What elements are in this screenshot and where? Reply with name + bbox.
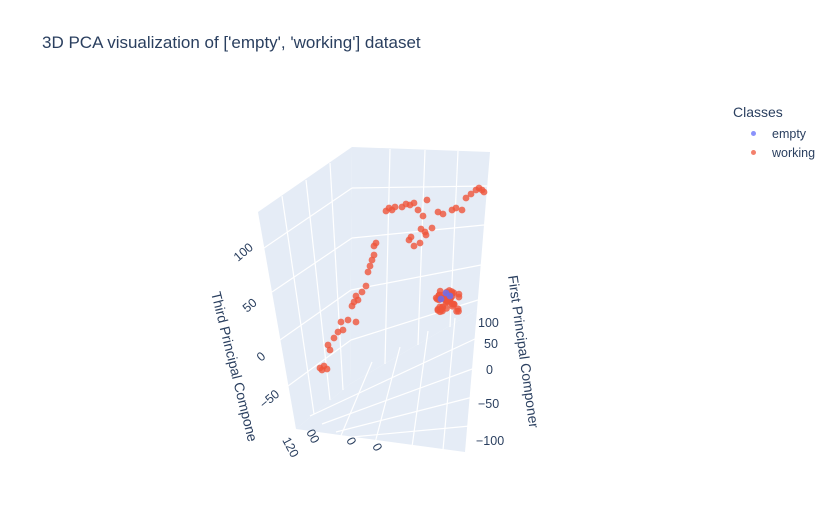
legend-label: empty — [772, 126, 807, 141]
first-tick-label: −100 — [476, 434, 504, 448]
working-point — [449, 302, 456, 310]
working-point — [364, 268, 372, 276]
grid-lines — [263, 148, 488, 451]
legend: Classes empty working — [733, 104, 815, 162]
legend-marker — [751, 131, 756, 136]
empty-point — [437, 295, 445, 303]
working-point — [339, 326, 347, 334]
working-point — [370, 242, 378, 250]
empty-point — [446, 292, 454, 300]
legend-item-empty[interactable]: empty — [733, 124, 815, 143]
working-point — [324, 341, 332, 349]
third-tick-label: 100 — [231, 240, 256, 264]
legend-marker — [751, 150, 756, 155]
legend-title: Classes — [733, 104, 783, 120]
third-tick-label: 0 — [254, 349, 268, 364]
working-point — [318, 366, 326, 374]
chart-title: 3D PCA visualization of ['empty', 'worki… — [42, 33, 421, 52]
working-point — [337, 318, 345, 326]
third-tick-label: −50 — [257, 387, 282, 411]
working-point — [458, 206, 466, 214]
working-point — [419, 212, 427, 220]
working-point — [452, 204, 460, 212]
empty-points — [437, 289, 454, 303]
second-tick-label: 0 — [343, 435, 359, 448]
second-tick-label: 120 — [279, 435, 301, 460]
working-point — [462, 194, 470, 202]
working-point — [416, 239, 424, 247]
left-wall — [258, 147, 352, 429]
working-point — [439, 307, 446, 315]
working-point — [370, 251, 378, 259]
working-point — [467, 190, 475, 198]
working-point — [455, 293, 463, 301]
working-point — [391, 203, 399, 211]
working-point — [410, 199, 418, 207]
working-point — [414, 206, 422, 214]
working-point — [410, 242, 418, 250]
working-point — [480, 188, 488, 196]
working-point — [454, 305, 462, 313]
working-point — [439, 210, 447, 218]
working-point — [352, 318, 360, 326]
first-tick-label: 100 — [478, 316, 499, 330]
legend-item-working[interactable]: working — [733, 143, 815, 162]
first-tick-label: −50 — [478, 397, 499, 411]
working-point — [422, 231, 430, 239]
third-axis-title: Third Principal Compone — [208, 290, 261, 444]
working-point — [362, 282, 370, 290]
second-tick-label: 0 — [369, 441, 385, 454]
working-point — [407, 233, 415, 241]
working-point — [423, 196, 431, 204]
working-point — [366, 262, 374, 270]
first-tick-label: 50 — [484, 337, 498, 351]
working-point — [358, 288, 366, 296]
working-point — [330, 334, 338, 342]
working-point — [344, 316, 352, 324]
legend-label: working — [772, 145, 816, 160]
working-point — [352, 292, 360, 300]
second-tick-label: 00 — [303, 427, 322, 446]
third-tick-label: 50 — [240, 296, 260, 316]
first-axis-title: First Principal Componer — [505, 274, 542, 429]
working-point — [428, 224, 436, 232]
first-tick-label: 0 — [486, 363, 493, 377]
